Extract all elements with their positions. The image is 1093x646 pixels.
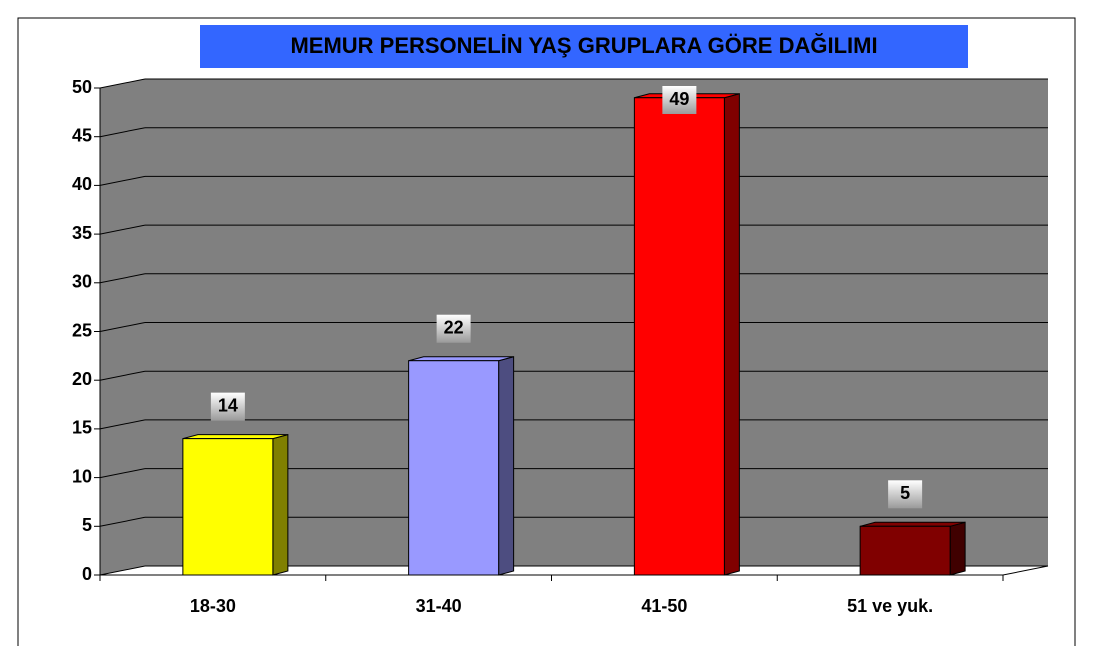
grid-line	[99, 565, 146, 576]
chart-title: MEMUR PERSONELİN YAŞ GRUPLARA GÖRE DAĞIL…	[290, 33, 877, 58]
value-label: 49	[669, 89, 689, 109]
value-label-box	[662, 86, 697, 114]
x-tick-label: 41-50	[641, 596, 687, 616]
grid-line	[99, 175, 146, 186]
grid-line	[99, 224, 146, 235]
y-tick-label: 15	[72, 418, 92, 438]
value-label-box	[210, 392, 245, 421]
x-tick-label: 18-30	[190, 596, 236, 616]
grid-line	[99, 419, 146, 430]
grid-line	[99, 370, 146, 381]
value-label: 22	[444, 317, 464, 337]
grid-line	[99, 127, 146, 138]
y-tick-label: 35	[72, 223, 92, 243]
title-box	[200, 25, 968, 68]
bar-top	[859, 521, 966, 527]
grid-line	[99, 468, 146, 479]
grid-line	[99, 516, 146, 527]
y-tick-label: 40	[72, 174, 92, 194]
y-tick-label: 45	[72, 125, 92, 145]
grid-line	[99, 273, 146, 284]
value-label: 14	[218, 395, 238, 415]
value-label-box	[436, 314, 471, 343]
bar-top	[182, 434, 289, 440]
bar	[633, 97, 725, 576]
y-tick-label: 5	[82, 515, 92, 535]
grid-line	[99, 322, 146, 332]
bar-side	[272, 433, 289, 576]
value-label-box	[888, 480, 923, 509]
bar-side	[949, 521, 966, 576]
x-tick-label: 31-40	[416, 596, 462, 616]
value-label: 5	[900, 483, 910, 503]
y-tick-label: 50	[72, 77, 92, 97]
bar-side	[723, 93, 740, 576]
bar-side	[498, 356, 515, 576]
y-tick-label: 30	[72, 272, 92, 292]
y-tick-label: 25	[72, 320, 92, 340]
bar	[182, 438, 274, 576]
grid-line	[99, 78, 146, 89]
y-tick-label: 20	[72, 369, 92, 389]
bar-top	[408, 356, 514, 362]
bar	[408, 360, 500, 576]
x-tick-label: 51 ve yuk.	[847, 596, 933, 616]
bar	[859, 525, 951, 576]
y-tick-label: 10	[72, 466, 92, 486]
y-tick-label: 0	[82, 564, 92, 584]
